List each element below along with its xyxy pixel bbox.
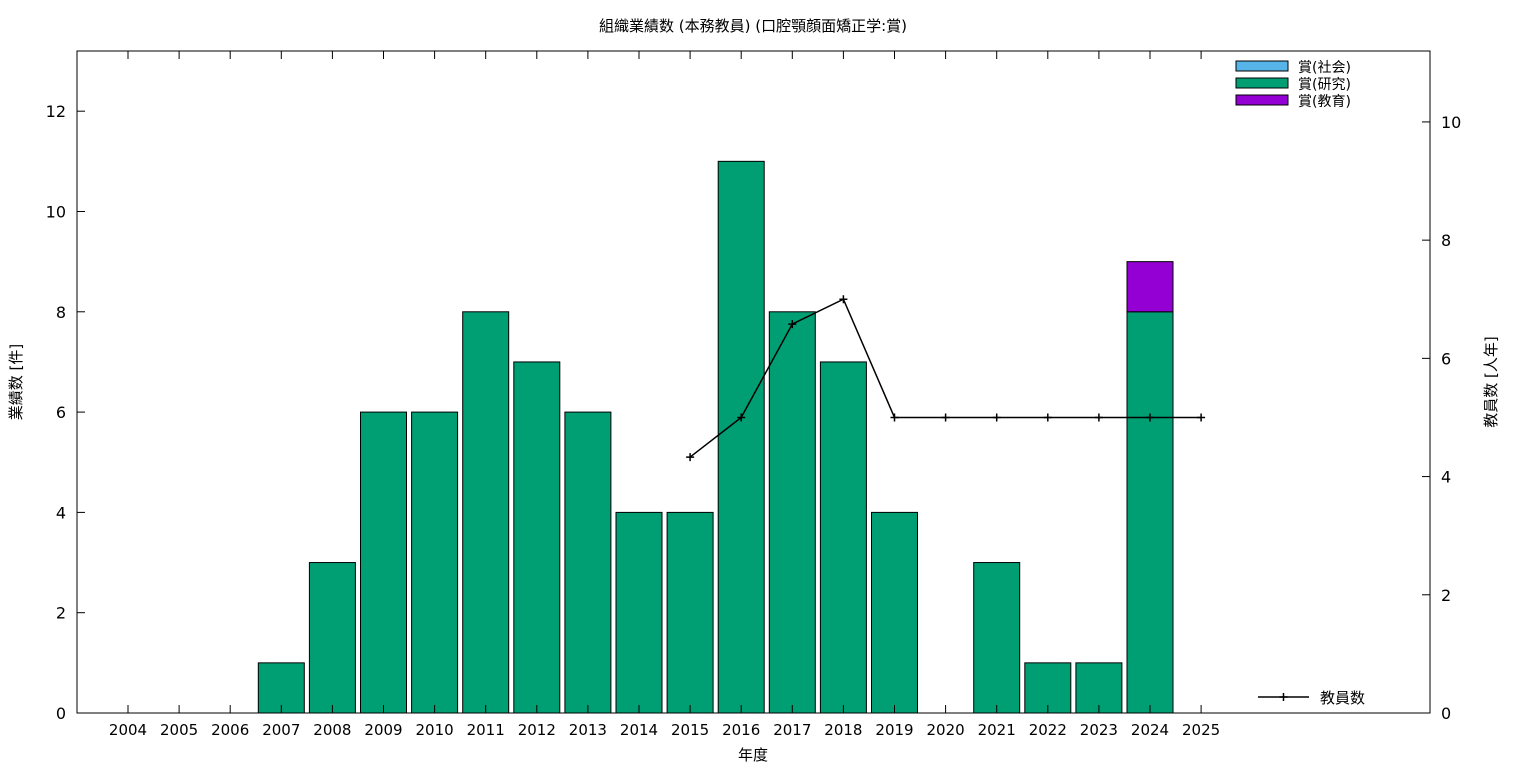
bar-2011-series-1 <box>462 311 510 714</box>
x-tick-label-2017: 2017 <box>773 721 811 739</box>
x-tick-label-2022: 2022 <box>1029 721 1067 739</box>
line-point-2017 <box>788 320 797 329</box>
line-legend-label: 教員数 <box>1320 689 1365 707</box>
x-tick-label-2006: 2006 <box>211 721 249 739</box>
line-point-2019 <box>890 413 899 422</box>
x-tick-label-2010: 2010 <box>416 721 454 739</box>
x-tick-label-2009: 2009 <box>364 721 402 739</box>
x-tick-label-2008: 2008 <box>313 721 351 739</box>
y-tick-label-6: 6 <box>56 403 66 422</box>
bar-2018-series-1 <box>819 361 867 714</box>
legend-label-1: 賞(研究) <box>1298 77 1351 93</box>
legend-swatch-2 <box>1235 94 1289 106</box>
bar-2024-series-1 <box>1126 311 1174 714</box>
line-point-2020 <box>941 413 950 422</box>
line-legend: 教員数 <box>1258 689 1365 707</box>
bar-2007-series-1 <box>257 662 305 714</box>
x-tick-label-2023: 2023 <box>1080 721 1118 739</box>
bar-2012-series-1 <box>513 361 561 714</box>
x-tick-label-2025: 2025 <box>1182 721 1220 739</box>
x-tick-label-2020: 2020 <box>927 721 965 739</box>
y2-tick-label-6: 6 <box>1441 349 1451 368</box>
x-tick-label-2007: 2007 <box>262 721 300 739</box>
line-point-2023 <box>1094 413 1103 422</box>
y-tick-label-0: 0 <box>56 704 66 723</box>
y2-tick-label-10: 10 <box>1441 113 1461 132</box>
bar-2010-series-1 <box>411 411 459 714</box>
x-axis-label: 年度 <box>738 746 768 764</box>
bar-2008-series-1 <box>308 562 356 714</box>
line-point-2021 <box>992 413 1001 422</box>
line-教員数 <box>689 298 1202 458</box>
bar-2014-series-1 <box>615 511 663 714</box>
line-point-2018 <box>839 295 848 304</box>
y-axis-label: 業績数 [件] <box>7 344 25 420</box>
x-tick-label-2005: 2005 <box>160 721 198 739</box>
x-tick-label-2015: 2015 <box>671 721 709 739</box>
y2-tick-label-0: 0 <box>1441 704 1451 723</box>
y2-tick-label-2: 2 <box>1441 586 1451 605</box>
bar-2016-series-1 <box>717 160 765 714</box>
y-tick-label-10: 10 <box>46 202 66 221</box>
y2-tick-label-4: 4 <box>1441 468 1451 487</box>
x-tick-label-2019: 2019 <box>875 721 913 739</box>
bar-2024-series-2 <box>1126 261 1174 313</box>
y-axis-left: 0 2 4 6 8 10 12 <box>46 102 85 723</box>
x-tick-label-2012: 2012 <box>518 721 556 739</box>
legend: 賞(社会)賞(研究)賞(教育) <box>1235 60 1351 110</box>
line-point-2016 <box>737 413 746 422</box>
y-tick-label-12: 12 <box>46 102 66 121</box>
y-tick-label-4: 4 <box>56 503 66 522</box>
x-tick-label-2013: 2013 <box>569 721 607 739</box>
plot-frame <box>76 50 1431 714</box>
y-axis-right: 0 2 4 6 8 10 <box>1422 113 1461 723</box>
y2-axis-label: 教員数 [人年] <box>1482 336 1500 427</box>
x-axis: 2004 2005 2006 2007 2008 2009 2010 2011 2012 2013… <box>109 51 1220 739</box>
x-tick-label-2018: 2018 <box>824 721 862 739</box>
line-point-2024 <box>1146 413 1154 422</box>
line-point-2015 <box>686 453 695 462</box>
line-layer <box>686 295 1206 462</box>
y-tick-label-8: 8 <box>56 303 66 322</box>
line-point-2022 <box>1043 413 1052 422</box>
legend-label-0: 賞(社会) <box>1298 60 1351 76</box>
bar-2009-series-1 <box>360 411 407 714</box>
line-point-2025 <box>1197 413 1206 422</box>
chart-title: 組織業績数 (本務教員) (口腔顎顔面矯正学:賞) <box>599 17 907 35</box>
x-tick-label-2011: 2011 <box>467 721 505 739</box>
line-legend-marker <box>1279 693 1288 701</box>
bars-layer <box>257 160 1174 714</box>
legend-label-2: 賞(教育) <box>1298 94 1351 110</box>
x-tick-label-2021: 2021 <box>978 721 1016 739</box>
y2-tick-label-8: 8 <box>1441 231 1451 250</box>
bar-2013-series-1 <box>564 411 612 714</box>
bar-2023-series-1 <box>1075 662 1123 714</box>
bar-2019-series-1 <box>871 511 918 714</box>
x-tick-label-2014: 2014 <box>620 721 658 739</box>
bar-2021-series-1 <box>973 562 1021 714</box>
y-tick-label-2: 2 <box>56 604 66 623</box>
x-tick-label-2016: 2016 <box>722 721 760 739</box>
bar-2017-series-1 <box>768 311 816 714</box>
legend-swatch-0 <box>1235 60 1289 72</box>
x-tick-label-2004: 2004 <box>109 721 147 739</box>
legend-swatch-1 <box>1235 77 1289 89</box>
x-tick-label-2024: 2024 <box>1131 721 1169 739</box>
bar-2015-series-1 <box>666 511 714 714</box>
